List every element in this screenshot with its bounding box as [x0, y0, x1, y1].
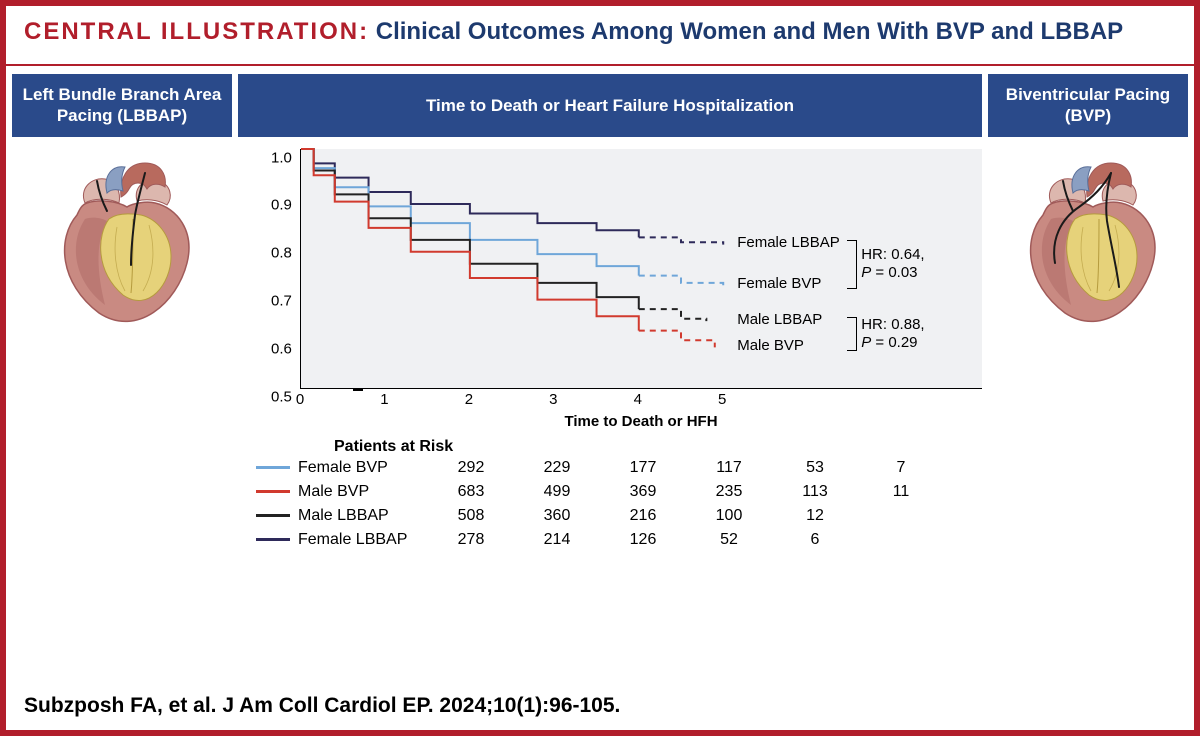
risk-swatch: [256, 538, 290, 541]
hr-annotation: HR: 0.88,P = 0.29: [861, 316, 924, 352]
series-label: Female BVP: [737, 275, 821, 292]
x-tick: 3: [549, 391, 557, 408]
header-right: Biventricular Pacing (BVP): [988, 74, 1188, 137]
risk-cell: 278: [428, 531, 514, 549]
risk-cell: 229: [514, 459, 600, 477]
x-tick: 4: [634, 391, 642, 408]
risk-cell: 12: [772, 507, 858, 525]
heart-lbbap-icon: [37, 153, 207, 328]
content-row: Freedom From Death or HFH 0.50.60.70.80.…: [6, 145, 1194, 552]
risk-name: Female BVP: [298, 459, 428, 477]
series-label: Female LBBAP: [737, 234, 840, 251]
series-label: Male LBBAP: [737, 311, 822, 328]
risk-row: Male LBBAP50836021610012: [238, 504, 982, 528]
x-tick: 1: [380, 391, 388, 408]
risk-cell: 126: [600, 531, 686, 549]
risk-cell: 100: [686, 507, 772, 525]
risk-cell: 235: [686, 483, 772, 501]
y-tick: 0.5: [271, 388, 292, 405]
y-tick: 1.0: [271, 149, 292, 166]
title-bar: CENTRAL ILLUSTRATION: Clinical Outcomes …: [6, 6, 1194, 66]
bracket: [847, 240, 857, 289]
risk-name: Female LBBAP: [298, 531, 428, 549]
series-line-tail: [639, 275, 723, 285]
risk-cell: 508: [428, 507, 514, 525]
series-line-tail: [639, 330, 715, 347]
risk-table-title: Patients at Risk: [238, 438, 982, 456]
risk-cell: 53: [772, 459, 858, 477]
y-tick: 0.6: [271, 340, 292, 357]
series-label: Male BVP: [737, 337, 804, 354]
x-tick: 0: [296, 391, 304, 408]
x-tick: 2: [465, 391, 473, 408]
risk-table: Patients at Risk Female BVP2922291771175…: [238, 438, 982, 552]
risk-cell: 369: [600, 483, 686, 501]
risk-row: Female LBBAP278214126526: [238, 528, 982, 552]
risk-cell: 683: [428, 483, 514, 501]
risk-swatch: [256, 490, 290, 493]
risk-cell: 216: [600, 507, 686, 525]
risk-cell: 113: [772, 483, 858, 501]
risk-cell: 499: [514, 483, 600, 501]
citation: Subzposh FA, et al. J Am Coll Cardiol EP…: [6, 676, 1194, 730]
risk-cell: 7: [858, 459, 944, 477]
plot-area: 0.50.60.70.80.91.0Female LBBAPFemale BVP…: [300, 149, 982, 389]
risk-cell: 52: [686, 531, 772, 549]
risk-name: Male LBBAP: [298, 507, 428, 525]
risk-cell: 360: [514, 507, 600, 525]
risk-swatch: [256, 514, 290, 517]
risk-cell: 6: [772, 531, 858, 549]
x-tick: 5: [718, 391, 726, 408]
section-headers: Left Bundle Branch Area Pacing (LBBAP) T…: [6, 66, 1194, 145]
risk-cell: 177: [600, 459, 686, 477]
heart-right-col: [988, 145, 1188, 336]
risk-row: Female BVP292229177117537: [238, 456, 982, 480]
y-tick: 0.7: [271, 292, 292, 309]
risk-row: Male BVP68349936923511311: [238, 480, 982, 504]
risk-cell: 214: [514, 531, 600, 549]
hr-annotation: HR: 0.64,P = 0.03: [861, 246, 924, 282]
header-left: Left Bundle Branch Area Pacing (LBBAP): [12, 74, 232, 137]
series-line-tail: [639, 309, 707, 321]
risk-name: Male BVP: [298, 483, 428, 501]
risk-cell: 117: [686, 459, 772, 477]
risk-swatch: [256, 466, 290, 469]
bracket: [847, 317, 857, 351]
y-tick: 0.9: [271, 197, 292, 214]
heart-bvp-icon: [1003, 153, 1173, 328]
risk-cell: 11: [858, 483, 944, 501]
title-main: Clinical Outcomes Among Women and Men Wi…: [369, 18, 1123, 45]
y-tick: 0.8: [271, 245, 292, 262]
series-line-tail: [639, 237, 723, 244]
figure-frame: CENTRAL ILLUSTRATION: Clinical Outcomes …: [0, 0, 1200, 736]
risk-cell: 292: [428, 459, 514, 477]
header-mid: Time to Death or Heart Failure Hospitali…: [238, 74, 982, 137]
title-prefix: CENTRAL ILLUSTRATION:: [24, 18, 369, 45]
heart-left-col: [12, 145, 232, 336]
km-chart: Freedom From Death or HFH 0.50.60.70.80.…: [232, 145, 988, 552]
x-ticks: 012345: [300, 389, 982, 411]
